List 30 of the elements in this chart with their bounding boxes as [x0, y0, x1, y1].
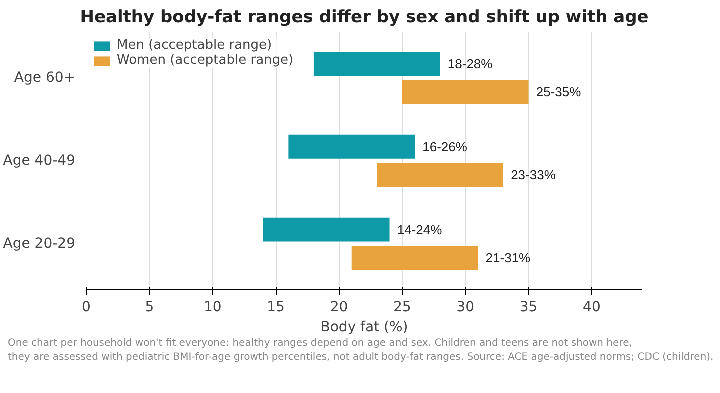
x-tick-label: 30 — [456, 300, 475, 316]
x-tick-label: 10 — [204, 300, 222, 316]
x-tick-label: 20 — [330, 300, 348, 316]
x-tick-label: 25 — [394, 300, 412, 316]
x-axis-title: Body fat (%) — [320, 320, 408, 336]
chart-title: Healthy body-fat ranges differ by sex and shift up with age — [80, 8, 649, 28]
bar — [263, 218, 390, 242]
annotation: 14-24% — [397, 222, 443, 238]
annotation: 21-31% — [486, 250, 532, 266]
annotation: 16-26% — [422, 139, 468, 154]
bar — [352, 246, 478, 270]
annotation: 18-28% — [448, 56, 494, 72]
bar — [402, 80, 529, 104]
x-tick-label: 5 — [145, 300, 154, 316]
bar — [314, 52, 440, 76]
x-tick-label: 40 — [583, 300, 601, 316]
legend-label: Men (acceptable range) — [117, 38, 272, 53]
annotation: 23-33% — [511, 168, 556, 183]
x-tick-label: 0 — [82, 300, 91, 316]
y-tick-label: Age 20-29 — [3, 236, 76, 252]
text: they are assessed with pediatric BMI-for-age growth percentiles, not adult body-fat ranges. Source: ACE age-adjusted norms; CDC (children). — [8, 352, 714, 364]
text: One chart per household won't fit everyone: healthy ranges depend on age and sex. Children and teens are not shown here, — [8, 338, 632, 350]
legend-label: Women (acceptable range) — [117, 53, 294, 68]
x-tick-label: 35 — [520, 300, 538, 316]
y-tick-label: Age 60+ — [14, 70, 76, 86]
x-tick-label: 15 — [267, 300, 285, 316]
bar — [288, 134, 416, 159]
bar — [377, 163, 504, 188]
annotation: 25-35% — [536, 84, 582, 100]
y-tick-label: Age 40-49 — [3, 153, 76, 169]
